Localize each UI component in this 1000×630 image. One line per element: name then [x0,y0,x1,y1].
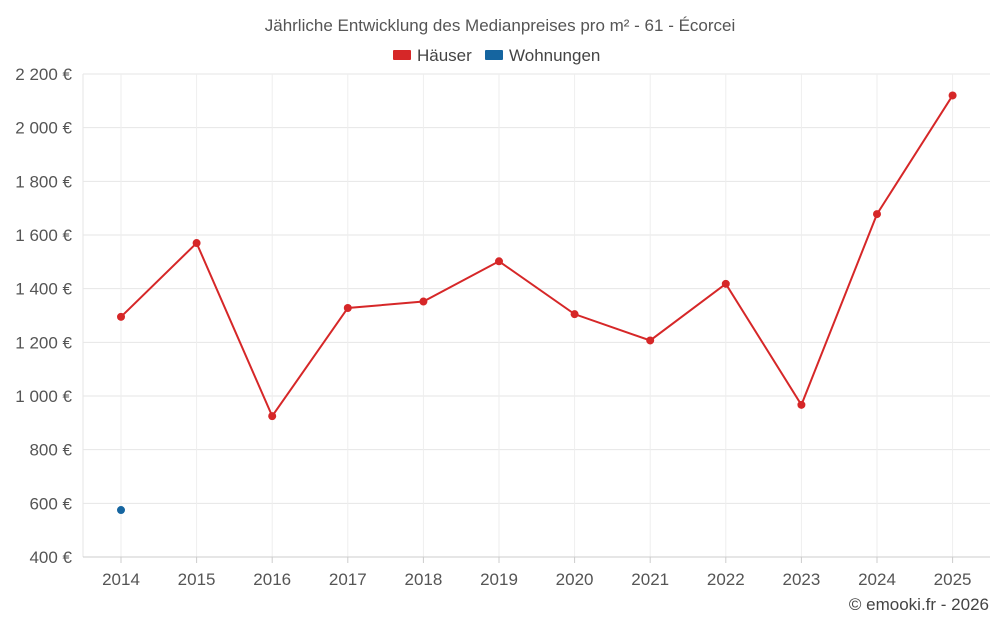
legend-label: Häuser [417,46,472,65]
x-tick-label: 2021 [631,570,669,589]
grid [82,73,990,558]
x-tick-label: 2015 [178,570,216,589]
x-tick-label: 2019 [480,570,518,589]
y-tick-label: 1 400 € [15,280,72,299]
data-point [343,303,352,312]
chart-title: Jährliche Entwicklung des Medianpreises … [265,16,736,35]
x-tick-label: 2022 [707,570,745,589]
x-tick-label: 2016 [253,570,291,589]
data-point [419,297,428,306]
y-tick-label: 2 200 € [15,65,72,84]
data-point [192,239,201,248]
series-layer [117,91,957,515]
legend-item: Häuser [393,46,472,65]
data-point [117,506,125,515]
y-tick-label: 1 600 € [15,226,72,245]
data-point [570,310,579,319]
x-tick-label: 2017 [329,570,367,589]
series-line [120,94,954,419]
y-tick-label: 1 800 € [15,172,72,191]
x-tick-label: 2018 [404,570,442,589]
legend-item: Wohnungen [485,46,600,65]
y-tick-label: 800 € [29,441,72,460]
y-tick-label: 1 000 € [15,387,72,406]
y-tick-label: 1 200 € [15,333,72,352]
data-point [797,400,806,409]
axes: 400 € 600 € 800 € 1 000 € 1 200 € 1 400 € 1 60… [15,65,990,589]
y-tick-label: 2 000 € [15,119,72,138]
data-point [646,336,655,345]
legend-swatch [485,50,503,60]
x-tick-label: 2023 [782,570,820,589]
data-point [117,312,125,321]
data-point [948,91,957,100]
credit-text: © emooki.fr - 2026 [849,595,989,614]
x-tick-label: 2025 [934,570,972,589]
x-tick-label: 2014 [102,570,140,589]
x-tick-label: 2020 [556,570,594,589]
y-tick-label: 400 € [29,548,72,567]
data-point [721,279,730,288]
data-point [873,210,881,219]
legend-label: Wohnungen [509,46,600,65]
x-tick-label: 2024 [858,570,896,589]
legend-swatch [393,50,411,60]
data-point [495,257,503,266]
legend: Häuser Wohnungen [393,46,600,65]
y-tick-label: 600 € [29,494,72,513]
data-point [268,412,277,421]
